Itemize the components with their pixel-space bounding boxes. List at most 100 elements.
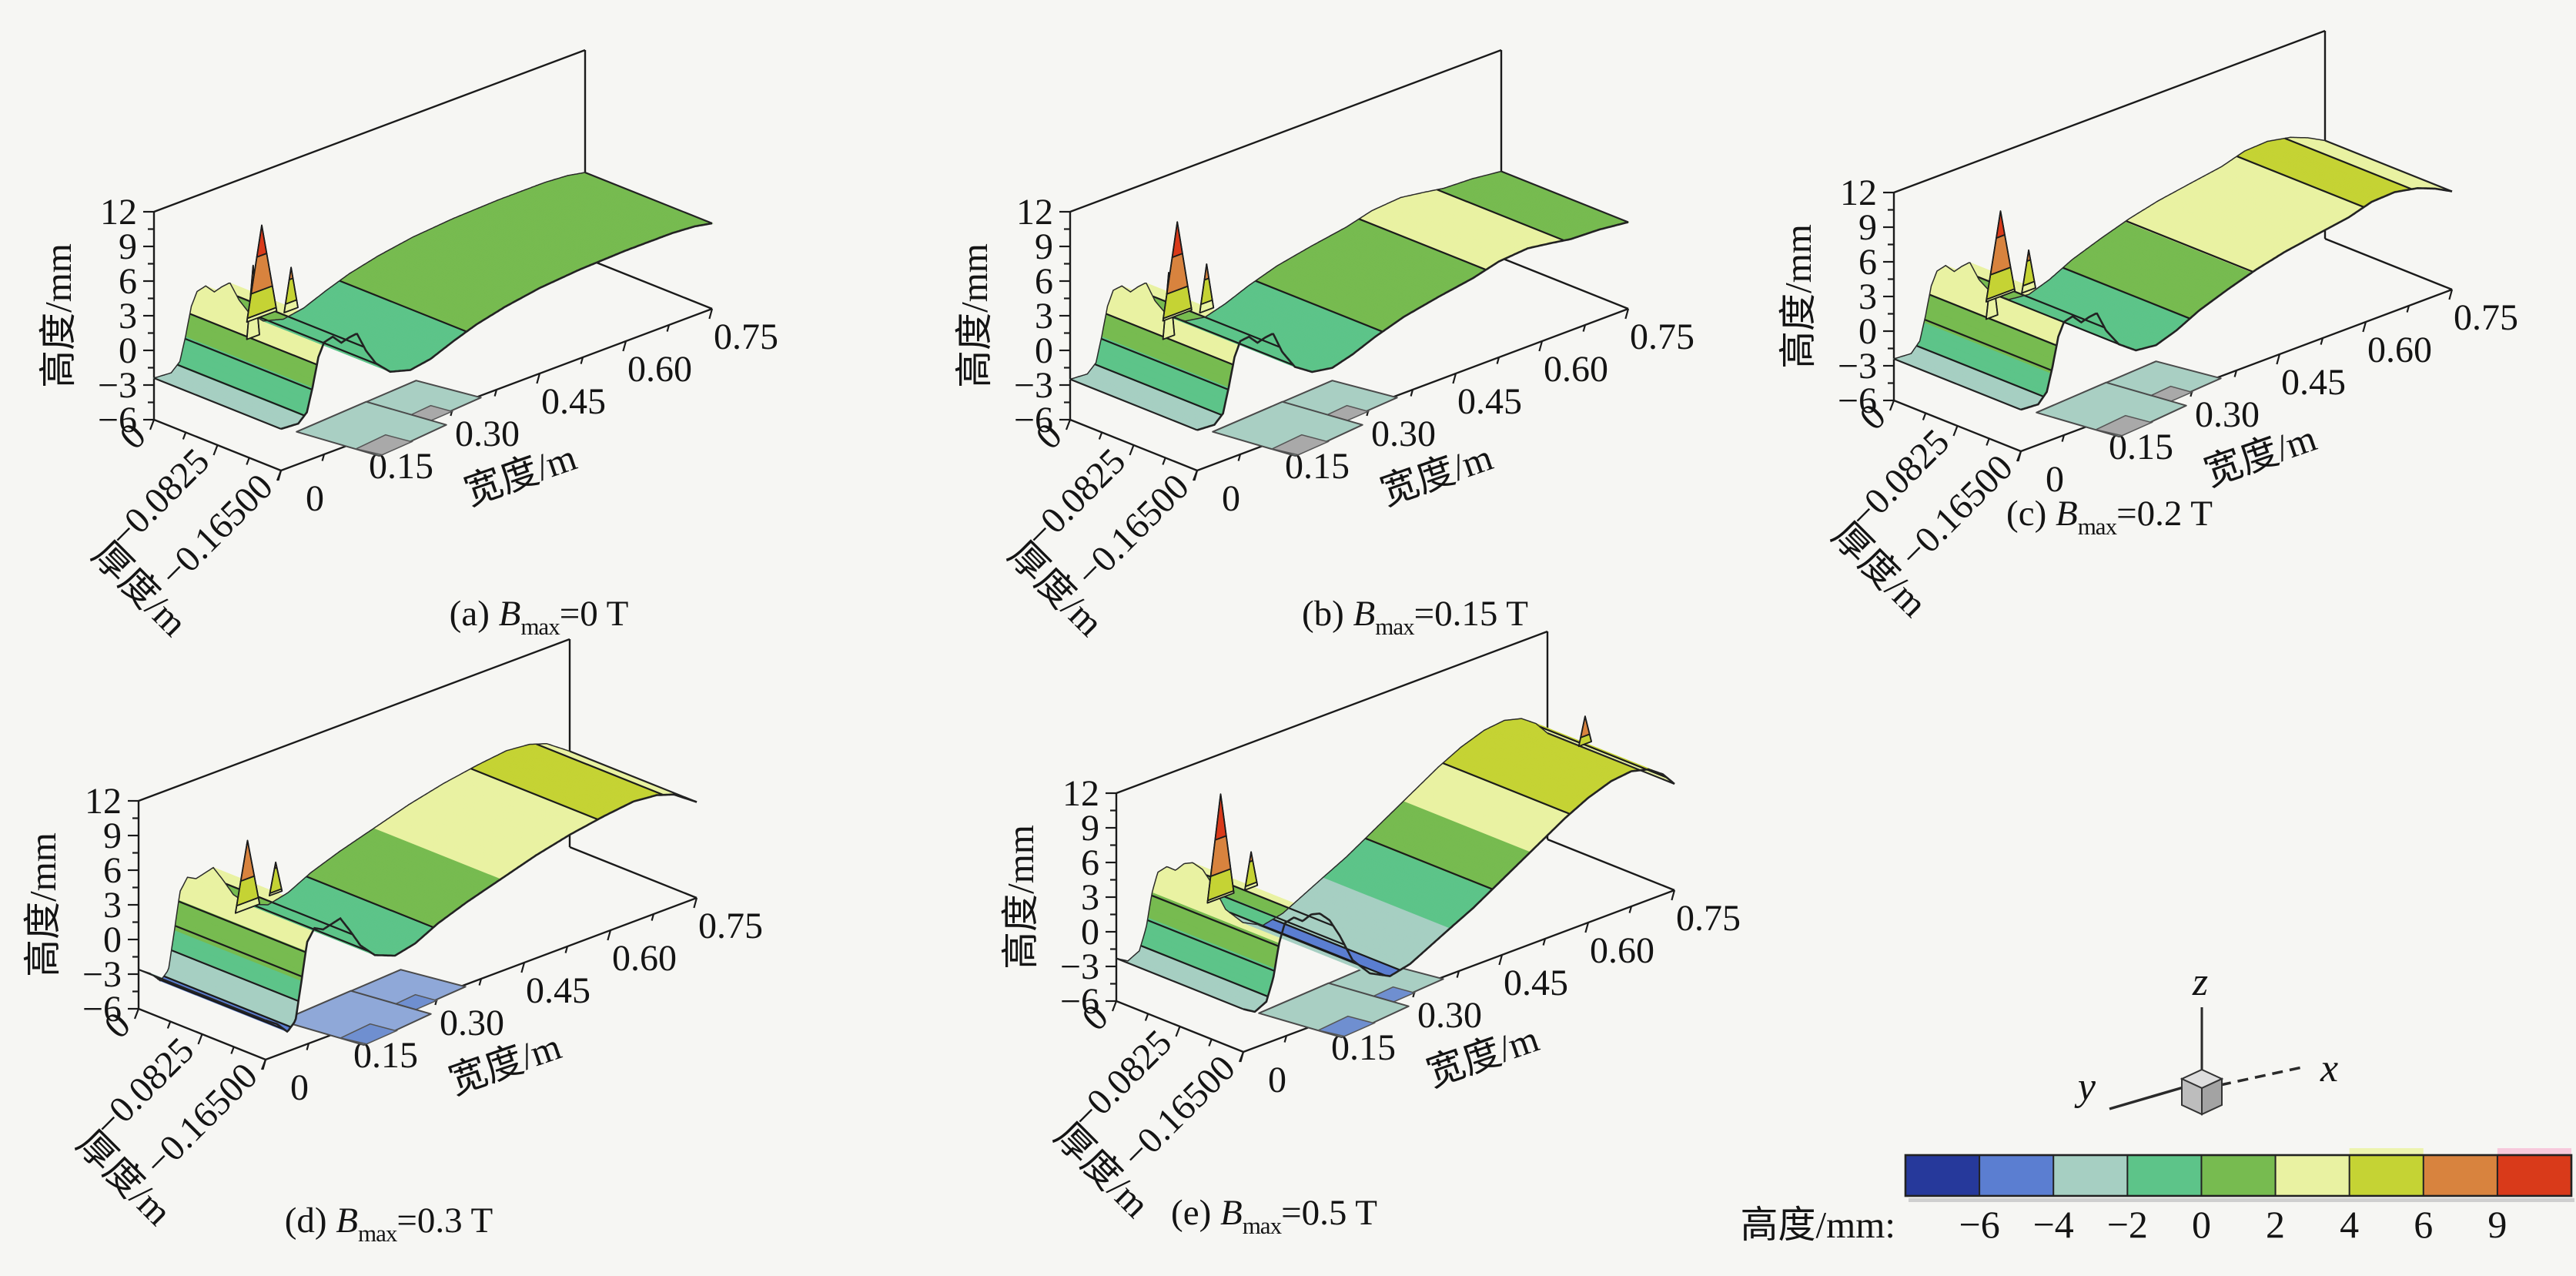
surface-plots: 129630−3−6高度/mm0−0.0825−0.16500厚度/m00.15… xyxy=(22,29,2518,1234)
x-axis-tick-label: 0.60 xyxy=(2367,330,2432,370)
z-axis-tick-label: 0 xyxy=(1858,311,1877,352)
z-axis-tick-label: 12 xyxy=(1016,192,1053,233)
x-axis-tick-label: 0.45 xyxy=(1457,381,1522,422)
z-axis-tick-label: 12 xyxy=(1840,172,1877,213)
x-axis-tick-label: 0.30 xyxy=(455,414,520,454)
surface-back-edge xyxy=(1069,170,1502,380)
colorbar-tick-label: 9 xyxy=(2487,1203,2507,1246)
surface-side-flaps xyxy=(280,969,467,1047)
surface-back-edge xyxy=(138,742,570,982)
z-axis-tick-label: 6 xyxy=(1035,261,1053,302)
surface-side-flaps xyxy=(296,380,482,457)
surface-peaks xyxy=(1985,210,2036,320)
z-axis-tick-label: 9 xyxy=(1081,808,1099,849)
z-axis-tick-label: −3 xyxy=(1060,946,1099,987)
z-axis-tick-label: −6 xyxy=(1060,981,1099,1022)
surface-back-edge xyxy=(1893,136,2326,360)
caption-prefix: (d) xyxy=(284,1201,336,1241)
colorbar: −6 −4 −2 0 2 4 6 9 xyxy=(1904,1148,2574,1246)
z-axis-title: 高度/mm xyxy=(1777,224,1819,369)
z-axis-tick-label: −6 xyxy=(98,400,137,440)
flap xyxy=(1258,982,1410,1039)
subplot-caption-b: (b) Bmax=0.15 T xyxy=(1302,593,1528,641)
colorbar-tick-label: −6 xyxy=(1959,1203,2000,1246)
z-axis-tick-label: 6 xyxy=(1858,242,1877,283)
caption-b-subscript: max xyxy=(358,1220,397,1247)
z-axis-tick-label: 0 xyxy=(1035,330,1053,371)
surface-front-edge xyxy=(1243,768,1675,1013)
flap-pad xyxy=(2094,414,2154,437)
z-axis-tick-label: 6 xyxy=(119,261,137,302)
x-axis-tick-label: 0 xyxy=(2046,459,2064,500)
flap-pad xyxy=(1316,1015,1377,1037)
z-axis-title: 高度/mm xyxy=(37,243,79,388)
colorbar-segment xyxy=(2497,1155,2572,1196)
x-axis-tick-label: 0.45 xyxy=(526,970,590,1011)
x-axis-tick-label: 0.75 xyxy=(714,316,778,357)
colorbar-title: 高度/mm: xyxy=(1741,1204,1895,1246)
colorbar-accent xyxy=(2349,1148,2424,1155)
triad-y-axis-line xyxy=(2109,1086,2184,1110)
caption-b-subscript: max xyxy=(1375,613,1414,640)
x-axis-tick-label: 0.75 xyxy=(2454,297,2518,338)
x-axis-tick-label: 0.45 xyxy=(1504,963,1568,1003)
caption-b-subscript: max xyxy=(2077,513,2117,540)
caption-suffix: =0.3 T xyxy=(396,1201,493,1241)
surface-peaks xyxy=(234,839,283,914)
flap xyxy=(1212,400,1363,457)
colorbar-segment xyxy=(2127,1155,2203,1196)
z-axis-tick-label: 0 xyxy=(103,919,122,960)
flap xyxy=(296,400,447,457)
z-axis-title: 高度/mm xyxy=(953,243,995,388)
z-axis-tick-label: 3 xyxy=(1035,296,1053,337)
caption-b-symbol: B xyxy=(498,594,521,634)
z-axis-tick-label: −3 xyxy=(1014,365,1053,406)
x-axis-tick-label: 0.60 xyxy=(612,938,677,979)
triad-y-label: y xyxy=(2074,1065,2096,1109)
surface-contour-lines xyxy=(1094,189,1565,417)
colorbar-tick-label: −2 xyxy=(2107,1203,2148,1246)
colorbar-segment xyxy=(2423,1155,2498,1196)
flap-pad xyxy=(339,1023,399,1045)
z-axis-tick-label: 0 xyxy=(119,330,137,371)
x-axis-tick-label: 0.75 xyxy=(1676,898,1741,939)
z-axis-title: 高度/mm xyxy=(22,832,64,977)
surface-front-edge xyxy=(280,222,713,430)
z-axis-tick-label: 9 xyxy=(103,816,122,856)
surface-ribbon xyxy=(1892,136,2453,410)
surface-contour-lines xyxy=(156,743,664,1030)
x-axis-tick-label: 0.30 xyxy=(1417,995,1482,1036)
caption-prefix: (c) xyxy=(2006,494,2056,534)
surface-contour-lines xyxy=(176,280,467,417)
surface-side-flaps xyxy=(1212,380,1398,457)
z-axis-tick-label: 6 xyxy=(1081,842,1099,883)
caption-suffix: =0 T xyxy=(559,594,629,634)
triad-x-axis-line xyxy=(2220,1066,2303,1087)
x-axis-tick-label: 0.75 xyxy=(698,906,763,946)
subplot-caption-e: (e) Bmax=0.5 T xyxy=(1171,1192,1377,1240)
x-axis-tick-label: 0.60 xyxy=(1590,930,1654,971)
surface-peaks xyxy=(246,224,299,340)
colorbar-segment xyxy=(2053,1155,2128,1196)
colorbar-frame xyxy=(1904,1154,2573,1197)
flap-pad xyxy=(354,434,414,456)
caption-suffix: =0.15 T xyxy=(1413,594,1529,634)
surface-front-edge xyxy=(2020,186,2453,411)
x-axis-tick-label: 0 xyxy=(1268,1060,1286,1100)
z-axis-tick-label: −6 xyxy=(1838,380,1877,421)
z-axis-tick-label: 12 xyxy=(1062,773,1099,814)
z-axis-tick-label: 12 xyxy=(100,192,137,233)
caption-prefix: (a) xyxy=(449,594,499,634)
x-axis-tick-label: 0.45 xyxy=(541,381,606,422)
x-axis-tick-label: 0.45 xyxy=(2281,362,2346,403)
caption-b-symbol: B xyxy=(1219,1193,1243,1233)
z-axis-tick-label: 3 xyxy=(119,296,137,337)
surface-back-edge xyxy=(153,172,586,379)
z-axis-tick-label: 9 xyxy=(1858,207,1877,248)
